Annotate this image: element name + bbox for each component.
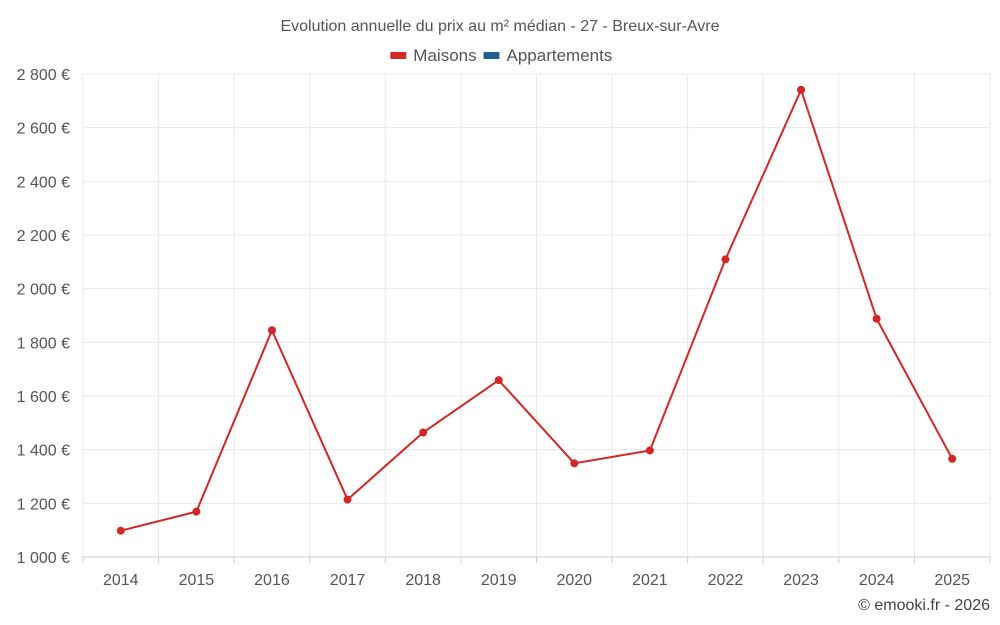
data-point[interactable]: 2025: 1366	[948, 454, 957, 463]
y-tick-label: 2 600 €	[17, 121, 70, 138]
data-point[interactable]: 2019: 1659	[494, 376, 503, 385]
legend-item-maisons[interactable]: Maisons	[390, 46, 477, 65]
x-tick-label: 2019	[481, 572, 517, 589]
x-tick-label: 2022	[708, 572, 744, 589]
data-point[interactable]: 2015: 1169	[192, 507, 201, 516]
y-tick-label: 2 000 €	[17, 282, 70, 299]
data-point[interactable]: 2022: 2109	[721, 255, 730, 264]
series-layer: 2014: 1098 2015: 1169 2016: 1845 2017: 1214…	[116, 85, 957, 535]
x-tick-label: 2024	[859, 572, 895, 589]
x-tick-label: 2014	[103, 572, 139, 589]
data-point[interactable]: 2020: 1349	[570, 459, 579, 468]
y-tick-label: 1 200 €	[17, 496, 70, 513]
data-point[interactable]: 2016: 1845	[267, 326, 276, 335]
x-tick-label: 2018	[405, 572, 441, 589]
legend-label: Maisons	[413, 46, 476, 65]
series-line-maisons	[120, 87, 954, 532]
x-axis: 2014 2015 2016 2017 2018 2019 2020 2021 2022 2023…	[82, 556, 991, 589]
y-tick-label: 1 800 €	[17, 335, 70, 352]
y-axis: 1 000 € 1 200 € 1 400 € 1 600 € 1 800 € 2 000…	[17, 67, 70, 567]
x-tick-label: 2023	[783, 572, 819, 589]
y-tick-label: 2 400 €	[17, 174, 70, 191]
legend-swatch	[390, 52, 407, 59]
data-point[interactable]: 2023: 2741	[797, 85, 806, 94]
data-point[interactable]: 2017: 1214	[343, 495, 352, 504]
y-tick-label: 1 600 €	[17, 389, 70, 406]
y-tick-label: 2 200 €	[17, 228, 70, 245]
x-tick-label: 2015	[179, 572, 215, 589]
legend-label: Appartements	[507, 46, 613, 65]
data-point[interactable]: 2018: 1464	[419, 428, 428, 437]
y-tick-label: 1 000 €	[17, 550, 70, 567]
legend: Maisons Appartements	[390, 46, 612, 65]
credit-text: © emooki.fr - 2026	[858, 597, 990, 614]
x-tick-label: 2021	[632, 572, 668, 589]
x-tick-label: 2025	[934, 572, 970, 589]
data-point[interactable]: 2021: 1397	[645, 446, 654, 455]
legend-item-appartements[interactable]: Appartements	[483, 46, 613, 65]
x-tick-label: 2017	[330, 572, 366, 589]
data-point[interactable]: 2024: 1888	[872, 314, 881, 323]
grid	[82, 73, 991, 557]
legend-swatch	[483, 52, 500, 59]
x-tick-label: 2020	[556, 572, 592, 589]
x-tick-label: 2016	[254, 572, 290, 589]
chart-title: Evolution annuelle du prix au m² médian …	[280, 18, 719, 35]
data-point[interactable]: 2014: 1098	[116, 526, 125, 535]
y-tick-label: 2 800 €	[17, 67, 70, 84]
y-tick-label: 1 400 €	[17, 443, 70, 460]
